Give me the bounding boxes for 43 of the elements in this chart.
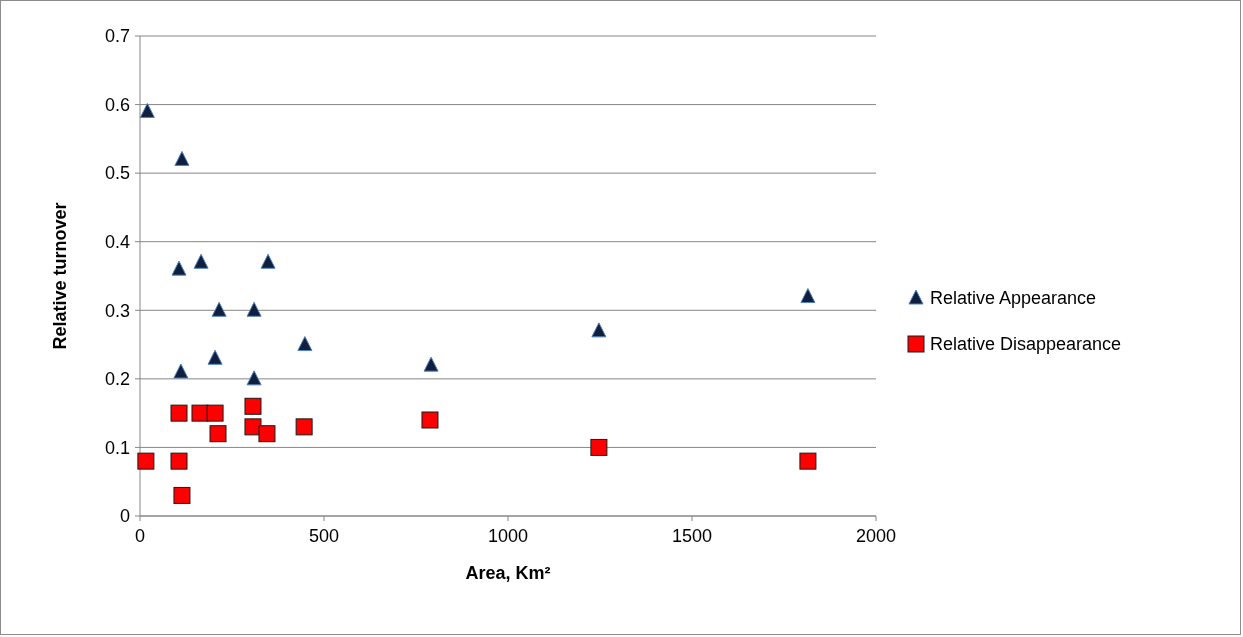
point xyxy=(170,404,188,422)
point xyxy=(297,336,313,352)
x-tick-label: 2000 xyxy=(855,526,897,546)
point xyxy=(173,363,189,379)
point xyxy=(137,452,155,470)
y-tick-label: 0.4 xyxy=(104,232,130,253)
y-tick-label: 0.3 xyxy=(104,300,130,321)
point xyxy=(591,322,607,338)
point xyxy=(421,411,439,429)
y-tick-label: 0.7 xyxy=(104,26,130,47)
x-tick-label: 0 xyxy=(134,526,146,546)
legend-label: Relative Appearance xyxy=(930,288,1097,309)
point xyxy=(170,452,188,470)
point xyxy=(211,301,227,317)
point xyxy=(799,452,817,470)
point xyxy=(209,425,227,443)
point xyxy=(207,349,223,365)
point xyxy=(244,397,262,415)
y-tick-label: 0 xyxy=(119,506,130,527)
point xyxy=(246,370,262,386)
point xyxy=(423,356,439,372)
x-tick-label: 1500 xyxy=(671,526,713,546)
point xyxy=(193,253,209,269)
point xyxy=(295,418,313,436)
y-tick-label: 0.6 xyxy=(104,94,130,115)
y-tick-label: 0.2 xyxy=(104,369,130,390)
point xyxy=(590,438,608,456)
x-axis-title: Area, Km² xyxy=(465,563,551,583)
point xyxy=(174,150,190,166)
point xyxy=(206,404,224,422)
point xyxy=(246,301,262,317)
point xyxy=(800,288,816,304)
point xyxy=(171,260,187,276)
legend-label: Relative Disappearance xyxy=(930,334,1122,355)
y-tick-label: 0.5 xyxy=(104,163,130,184)
point xyxy=(258,425,276,443)
y-axis-title: Relative turnover xyxy=(50,202,70,350)
point xyxy=(139,102,155,118)
point xyxy=(260,253,276,269)
x-tick-label: 500 xyxy=(308,526,340,546)
x-tick-label: 1000 xyxy=(487,526,529,546)
y-tick-label: 0.1 xyxy=(104,437,130,458)
point xyxy=(173,486,191,504)
